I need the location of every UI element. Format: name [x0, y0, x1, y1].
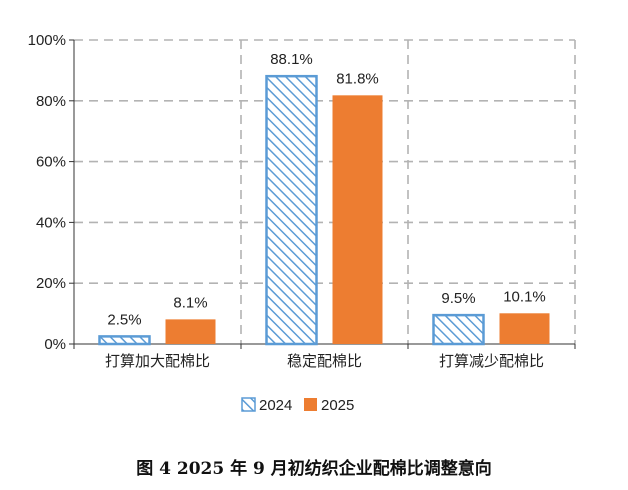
- bars: [98, 74, 550, 346]
- data-label: 2.5%: [107, 311, 141, 328]
- data-label: 9.5%: [441, 290, 475, 307]
- bar-2024: [265, 74, 318, 346]
- data-label: 81.8%: [336, 70, 379, 87]
- figure-caption: 图 4 2025 年 9 月初纺织企业配棉比调整意向: [136, 458, 492, 479]
- y-tick-label: 0%: [44, 336, 66, 353]
- legend-swatch-2024: [241, 397, 256, 412]
- data-label: 10.1%: [503, 288, 546, 305]
- category-label: 稳定配棉比: [287, 353, 362, 370]
- y-tick-label: 60%: [36, 154, 66, 171]
- y-tick-label: 100%: [28, 32, 66, 49]
- legend-label: 2025: [321, 397, 354, 414]
- category-label: 打算加大配棉比: [105, 352, 210, 370]
- bar-2024: [98, 335, 151, 346]
- y-tick-label: 20%: [36, 275, 66, 292]
- grid: [74, 39, 576, 344]
- data-label: 88.1%: [270, 51, 313, 68]
- axes: [69, 39, 576, 349]
- data-label: 8.1%: [173, 294, 207, 311]
- legend-label: 2024: [259, 397, 292, 414]
- bar-2025: [332, 95, 383, 344]
- category-label: 打算减少配棉比: [439, 352, 544, 370]
- legend-swatch-2025: [304, 398, 317, 411]
- bar-2025: [165, 319, 216, 344]
- y-tick-label: 80%: [36, 93, 66, 110]
- legend: 2024 2025: [241, 397, 354, 414]
- bar-2024: [432, 313, 485, 346]
- bar-2025: [499, 313, 550, 344]
- y-tick-label: 40%: [36, 214, 66, 231]
- labels: 0% 20% 40% 60% 80% 100% 打算加大配棉比 稳定配棉比 打算减少配棉比 2.5…: [28, 32, 546, 370]
